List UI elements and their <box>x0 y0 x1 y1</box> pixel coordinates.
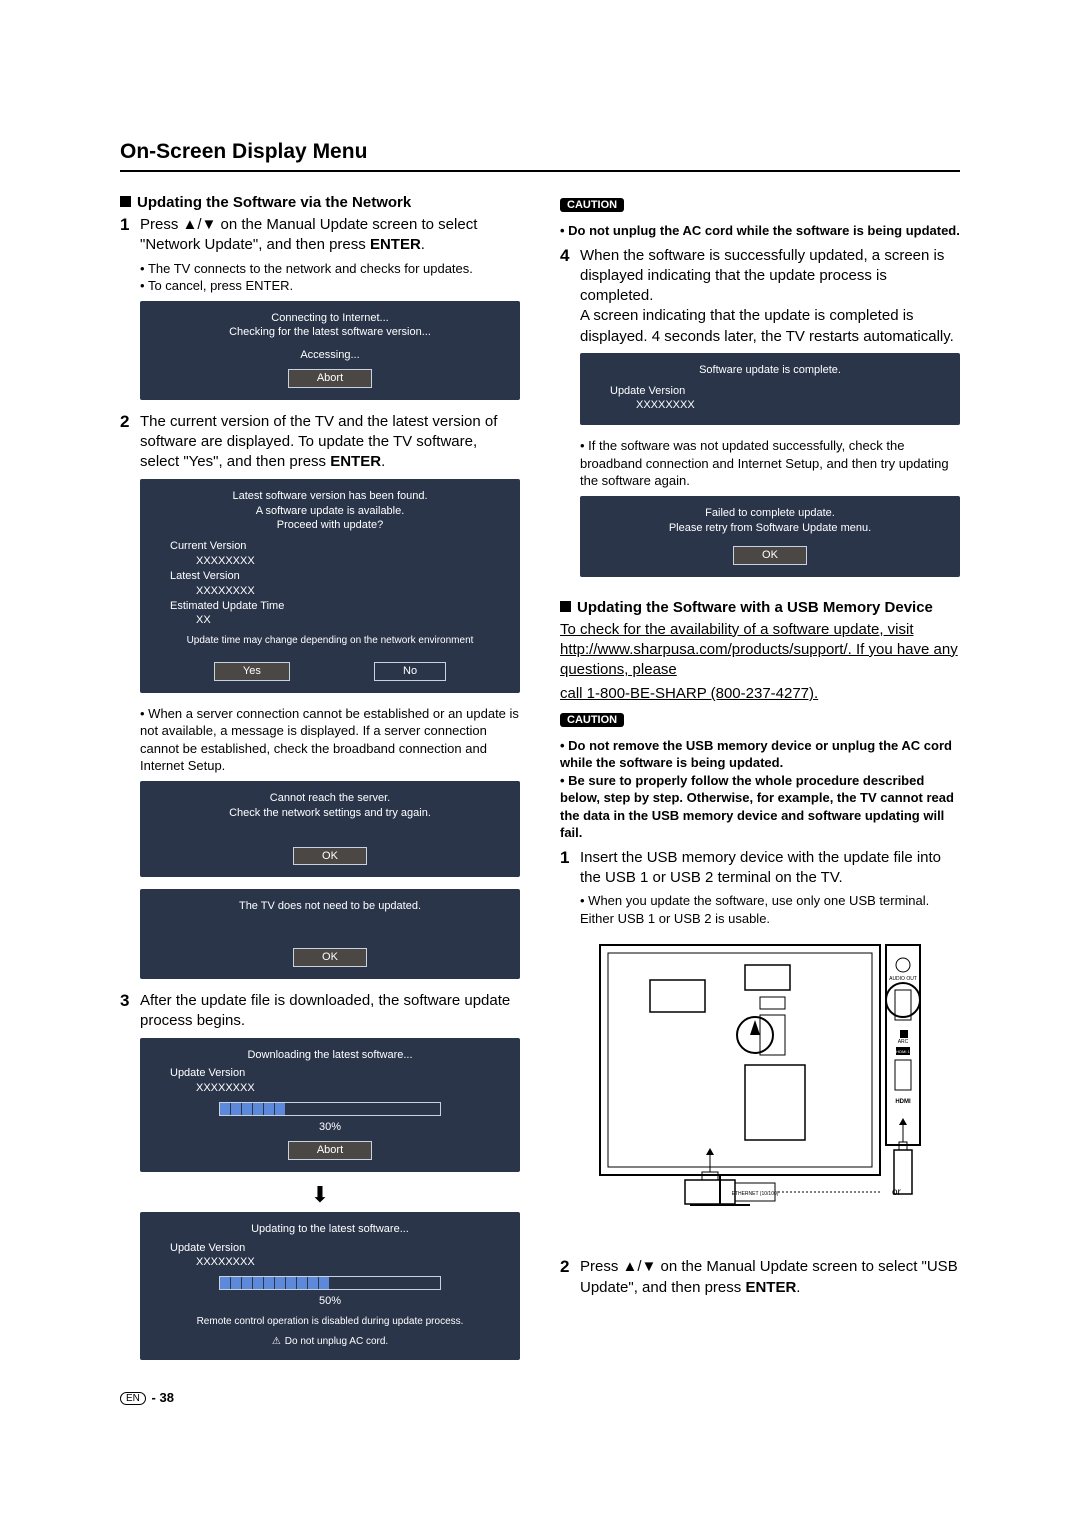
list-item: Do not remove the USB memory device or u… <box>560 737 960 772</box>
svg-text:HDMI 1: HDMI 1 <box>896 1049 910 1054</box>
step-number: 1 <box>560 848 580 868</box>
progress-bar <box>219 1102 441 1116</box>
list-item: To cancel, press ENTER. <box>140 277 520 295</box>
page-footer: EN - 38 <box>120 1390 960 1405</box>
usb-step2-text: Press ▲/▼ on the Manual Update screen to… <box>580 1257 960 1298</box>
ok-button[interactable]: OK <box>733 546 807 565</box>
step1-bullets: The TV connects to the network and check… <box>140 260 520 295</box>
step-number: 2 <box>120 412 140 432</box>
step2-text: The current version of the TV and the la… <box>140 412 520 473</box>
step-number: 4 <box>560 246 580 266</box>
step-number: 1 <box>120 215 140 235</box>
osd-connecting: Connecting to Internet... Checking for t… <box>140 301 520 400</box>
down-arrow-icon: ⬇ <box>120 1184 520 1206</box>
step4-bullets: If the software was not updated successf… <box>580 437 960 490</box>
step2-bullets: When a server connection cannot be estab… <box>140 705 520 775</box>
svg-text:AUDIO OUT: AUDIO OUT <box>889 976 917 982</box>
svg-text:ETHERNET (10/100): ETHERNET (10/100) <box>732 1191 779 1197</box>
no-button[interactable]: No <box>374 662 446 681</box>
step4-text: When the software is successfully update… <box>580 246 960 347</box>
ok-button[interactable]: OK <box>293 948 367 967</box>
osd-updating: Updating to the latest software... Updat… <box>140 1212 520 1360</box>
svg-text:HDMI: HDMI <box>895 1099 911 1105</box>
osd-complete: Software update is complete. Update Vers… <box>580 353 960 426</box>
step3-text: After the update file is downloaded, the… <box>140 991 520 1032</box>
square-bullet-icon <box>560 601 571 612</box>
abort-button[interactable]: Abort <box>288 1141 372 1160</box>
subhead-text: Updating the Software via the Network <box>137 194 411 211</box>
list-item: When you update the software, use only o… <box>580 892 960 927</box>
caution-badge: CAUTION <box>560 713 624 727</box>
left-column: Updating the Software via the Network 1 … <box>120 194 520 1372</box>
list-item: Be sure to properly follow the whole pro… <box>560 772 960 842</box>
osd-cannot-reach: Cannot reach the server. Check the netwo… <box>140 781 520 878</box>
subhead-usb-update: Updating the Software with a USB Memory … <box>560 599 960 616</box>
caution1-bullets: Do not unplug the AC cord while the soft… <box>560 222 960 240</box>
caution2-bullets: Do not remove the USB memory device or u… <box>560 737 960 842</box>
usb-step1-text: Insert the USB memory device with the up… <box>580 848 960 889</box>
usb-phone: call 1-800-BE-SHARP (800-237-4277). <box>560 684 960 704</box>
subhead-network-update: Updating the Software via the Network <box>120 194 520 211</box>
subhead-text: Updating the Software with a USB Memory … <box>577 599 933 616</box>
osd-version-found: Latest software version has been found. … <box>140 479 520 693</box>
list-item: The TV connects to the network and check… <box>140 260 520 278</box>
usb-intro: To check for the availability of a softw… <box>560 620 960 681</box>
list-item: Do not unplug the AC cord while the soft… <box>560 222 960 240</box>
usb-step1-bullets: When you update the software, use only o… <box>580 892 960 927</box>
yes-button[interactable]: Yes <box>214 662 290 681</box>
step1-text: Press ▲/▼ on the Manual Update screen to… <box>140 215 520 256</box>
ok-button[interactable]: OK <box>293 847 367 866</box>
square-bullet-icon <box>120 196 131 207</box>
osd-failed: Failed to complete update. Please retry … <box>580 496 960 577</box>
step-number: 3 <box>120 991 140 1011</box>
lang-badge: EN <box>120 1392 146 1405</box>
progress-bar <box>219 1276 441 1290</box>
step-number: 2 <box>560 1257 580 1277</box>
tv-rear-diagram: ETHERNET (10/100) or AUDIO OUT ARC HDMI … <box>590 935 930 1245</box>
svg-text:ARC: ARC <box>898 1039 909 1045</box>
list-item: If the software was not updated successf… <box>580 437 960 490</box>
page-number: - 38 <box>152 1390 174 1405</box>
caution-badge: CAUTION <box>560 198 624 212</box>
right-column: CAUTION Do not unplug the AC cord while … <box>560 194 960 1372</box>
page-title: On-Screen Display Menu <box>120 140 960 164</box>
divider <box>120 170 960 172</box>
list-item: When a server connection cannot be estab… <box>140 705 520 775</box>
osd-downloading: Downloading the latest software... Updat… <box>140 1038 520 1172</box>
abort-button[interactable]: Abort <box>288 369 372 388</box>
osd-no-update: The TV does not need to be updated. OK <box>140 889 520 979</box>
